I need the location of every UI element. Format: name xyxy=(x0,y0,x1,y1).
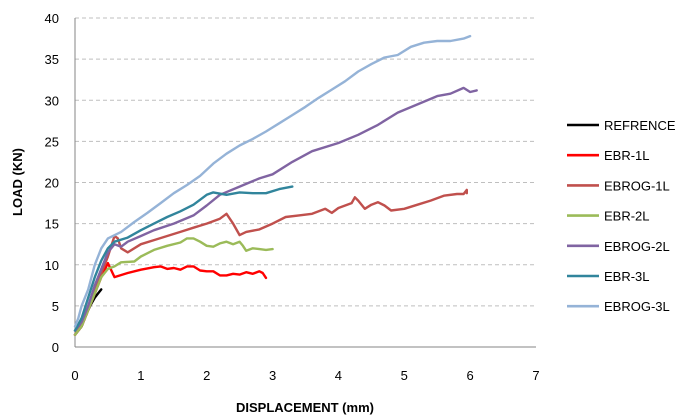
series-line-ebrog-3l xyxy=(73,34,472,328)
y-tick-label: 25 xyxy=(45,134,59,149)
legend: REFRENCE EBR-1L EBROG-1L EBR-2L EBROG-2L EBR-… xyxy=(567,118,676,314)
x-tick-label: 0 xyxy=(71,368,78,383)
y-tick-label: 30 xyxy=(45,93,59,108)
x-tick-label: 5 xyxy=(401,368,408,383)
grid-lines xyxy=(75,17,536,307)
x-tick-label: 7 xyxy=(532,368,539,383)
series-line-ebr-1l xyxy=(73,261,268,336)
x-tick-label: 1 xyxy=(137,368,144,383)
series-line-ebr-2l xyxy=(73,237,274,336)
legend-label-ebrog-1l: EBROG-1L xyxy=(604,178,670,193)
y-tick-label: 15 xyxy=(45,217,59,232)
y-tick-label: 0 xyxy=(52,340,59,355)
y-tick-label: 20 xyxy=(45,176,59,191)
y-tick-label: 35 xyxy=(45,52,59,67)
axes xyxy=(74,18,536,348)
y-tick-label: 40 xyxy=(45,11,59,26)
series-line-ebr-3l xyxy=(73,185,294,332)
x-tick-labels: 0 1 2 3 4 5 6 7 xyxy=(71,368,539,383)
series-lines xyxy=(73,34,478,336)
legend-label-ebr-3l: EBR-3L xyxy=(604,269,650,284)
legend-label-ebr-2l: EBR-2L xyxy=(604,209,650,224)
series-line-ebrog-1l xyxy=(73,188,468,336)
y-axis-title: LOAD (KN) xyxy=(10,148,25,216)
legend-label-ebrog-2l: EBROG-2L xyxy=(604,239,670,254)
legend-label-ebrog-3l: EBROG-3L xyxy=(604,299,670,314)
x-tick-label: 6 xyxy=(467,368,474,383)
series-line-ebrog-2l xyxy=(73,86,478,332)
x-tick-label: 2 xyxy=(203,368,210,383)
y-tick-label: 5 xyxy=(52,299,59,314)
x-tick-label: 3 xyxy=(269,368,276,383)
y-tick-label: 10 xyxy=(45,258,59,273)
x-tick-label: 4 xyxy=(335,368,342,383)
legend-label-refrence: REFRENCE xyxy=(604,118,676,133)
legend-label-ebr-1l: EBR-1L xyxy=(604,148,650,163)
y-tick-labels: 0 5 10 15 20 25 30 35 40 xyxy=(45,11,59,355)
x-axis-title: DISPLACEMENT (mm) xyxy=(236,400,374,415)
